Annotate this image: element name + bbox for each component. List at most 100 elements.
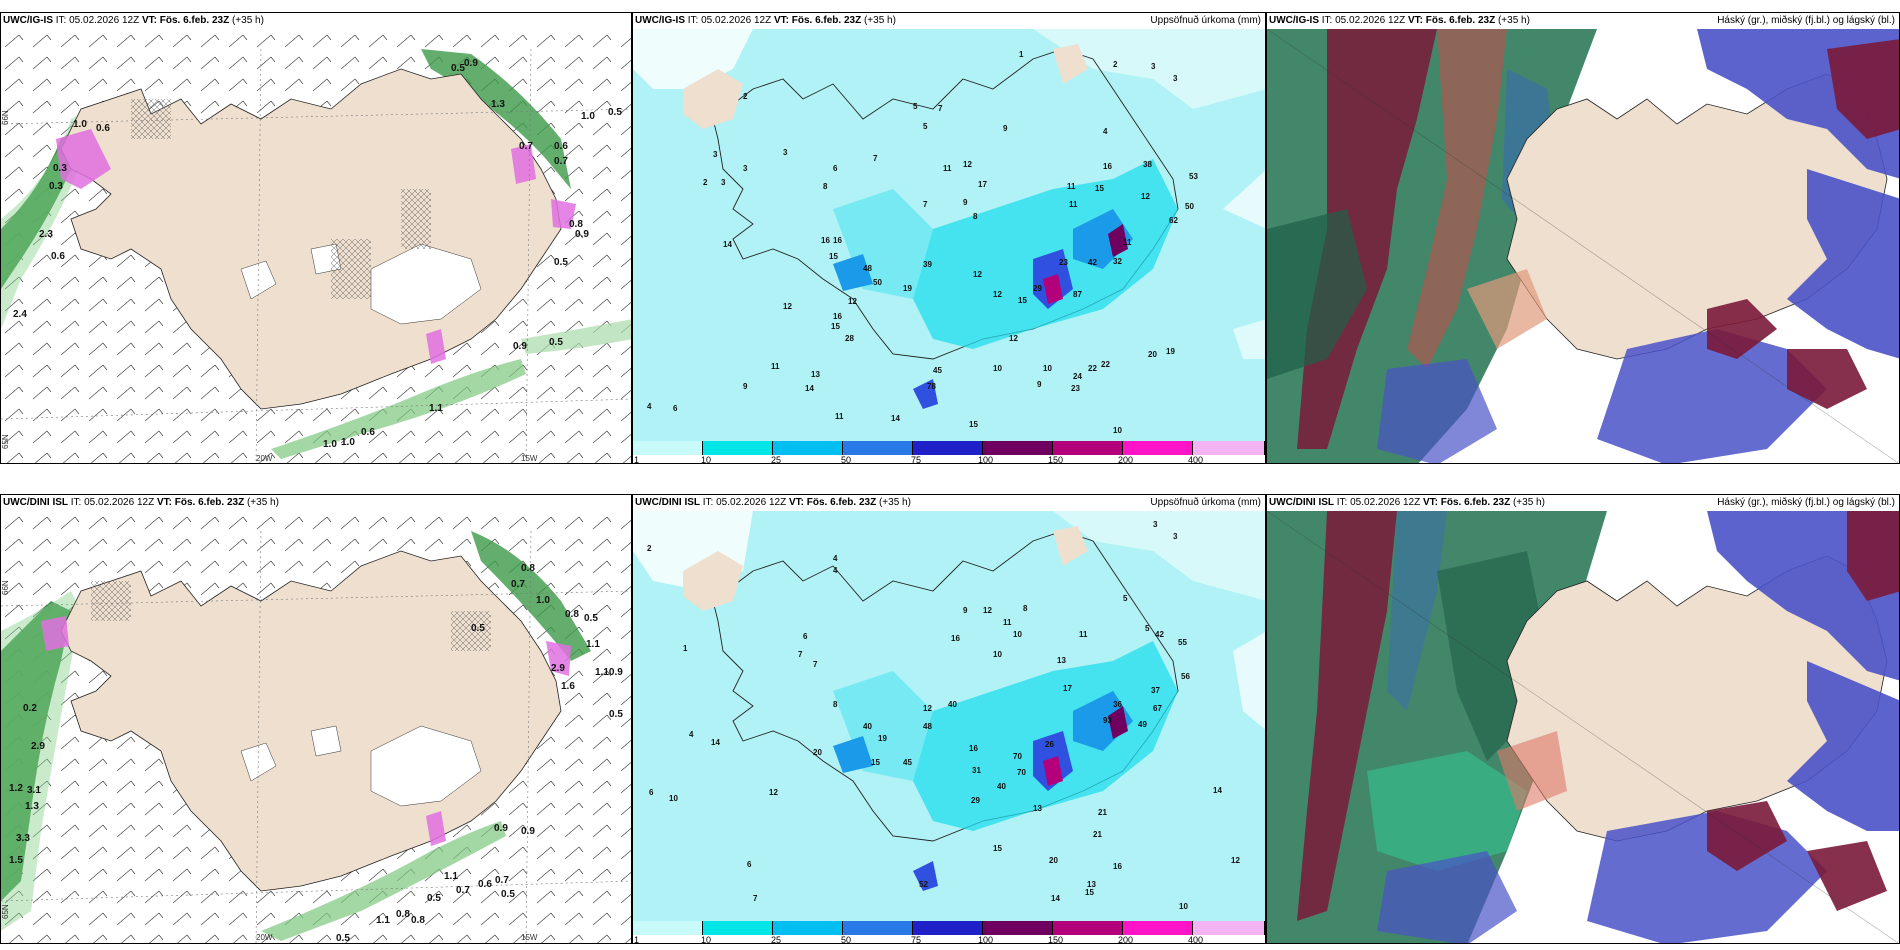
svg-text:1.1: 1.1 — [376, 915, 390, 926]
panel-title: UWC/DINI ISL IT: 05.02.2026 12Z VT: Fös.… — [1269, 497, 1545, 508]
svg-text:3.3: 3.3 — [16, 833, 30, 844]
svg-text:29: 29 — [1033, 284, 1042, 293]
svg-text:1: 1 — [1019, 50, 1024, 59]
svg-text:8: 8 — [833, 700, 838, 709]
svg-text:70: 70 — [1017, 768, 1026, 777]
colorbar-segment — [1053, 441, 1123, 455]
panel-title: UWC/IG-IS IT: 05.02.2026 12Z VT: Fös. 6.… — [1269, 15, 1530, 26]
svg-text:15: 15 — [831, 322, 840, 331]
svg-text:1.1: 1.1 — [429, 403, 443, 414]
svg-text:15: 15 — [969, 420, 978, 429]
svg-text:3: 3 — [1151, 62, 1156, 71]
panel-subtitle: Háský (gr.), miðský (fj.bl.) og lágský (… — [1717, 497, 1895, 508]
svg-text:3: 3 — [1173, 74, 1178, 83]
svg-text:16: 16 — [969, 744, 978, 753]
svg-text:14: 14 — [711, 738, 720, 747]
svg-text:2.9: 2.9 — [31, 741, 45, 752]
svg-text:17: 17 — [978, 180, 987, 189]
panel-title: UWC/DINI ISL IT: 05.02.2026 12Z VT: Fös.… — [3, 497, 279, 508]
svg-text:52: 52 — [919, 880, 928, 889]
svg-text:13: 13 — [1087, 880, 1096, 889]
svg-text:10: 10 — [1179, 902, 1188, 911]
svg-text:40: 40 — [948, 700, 957, 709]
svg-text:3: 3 — [1153, 520, 1158, 529]
svg-text:5: 5 — [913, 102, 918, 111]
lat-label: 65N — [1, 904, 10, 919]
svg-text:1.0: 1.0 — [341, 437, 355, 448]
svg-text:7: 7 — [873, 154, 878, 163]
svg-text:36: 36 — [1113, 700, 1122, 709]
panel-dini-cloud: UWC/DINI ISL IT: 05.02.2026 12Z VT: Fös.… — [1266, 494, 1900, 944]
lon-label: 20W — [256, 454, 273, 463]
svg-text:67: 67 — [1153, 704, 1162, 713]
svg-text:0.5: 0.5 — [471, 623, 485, 634]
svg-text:10: 10 — [1113, 426, 1122, 435]
svg-text:11: 11 — [1123, 238, 1132, 247]
lon-label: 15W — [521, 454, 538, 463]
svg-text:1.0: 1.0 — [581, 111, 595, 122]
svg-text:16: 16 — [951, 634, 960, 643]
svg-text:2: 2 — [703, 178, 708, 187]
colorbar-label: 100 — [978, 935, 994, 944]
svg-text:70: 70 — [1013, 752, 1022, 761]
colorbar-label: 200 — [1118, 455, 1134, 464]
svg-text:0.5: 0.5 — [427, 893, 441, 904]
svg-text:16: 16 — [833, 312, 842, 321]
svg-text:10: 10 — [1043, 364, 1052, 373]
colorbar-label: 25 — [771, 455, 782, 464]
svg-text:29: 29 — [971, 796, 980, 805]
svg-text:13: 13 — [1033, 804, 1042, 813]
colorbar-segment — [633, 441, 703, 455]
svg-text:5: 5 — [1123, 594, 1128, 603]
colorbar-label: 400 — [1188, 935, 1204, 944]
svg-text:0.6: 0.6 — [554, 141, 568, 152]
svg-text:11: 11 — [1067, 182, 1076, 191]
panel-title: UWC/IG-IS IT: 05.02.2026 12Z VT: Fös. 6.… — [3, 15, 264, 26]
svg-text:11: 11 — [1069, 200, 1078, 209]
svg-text:9: 9 — [743, 382, 748, 391]
svg-text:7: 7 — [753, 894, 758, 903]
colorbar-label: 1 — [634, 455, 640, 464]
cloud-map — [1267, 511, 1899, 943]
svg-text:17: 17 — [1063, 684, 1072, 693]
svg-text:0.6: 0.6 — [96, 123, 110, 134]
colorbar-segment — [773, 441, 843, 455]
svg-text:0.3: 0.3 — [53, 163, 67, 174]
precip-values: 3 3 2 4 4 1 8 5 9 12 11 10 5 42 55 6 7 7… — [647, 520, 1240, 911]
svg-text:9: 9 — [1037, 380, 1042, 389]
svg-text:0.5: 0.5 — [584, 613, 598, 624]
colorbar-segment — [1193, 441, 1265, 455]
svg-text:0.6: 0.6 — [51, 251, 65, 262]
wind-values: 0.8 0.7 1.0 0.8 0.5 0.5 1.1 1.10.9 2.9 1… — [9, 563, 623, 943]
svg-text:16: 16 — [1113, 862, 1122, 871]
colorbar-label: 50 — [841, 935, 852, 944]
lat-label: 65N — [1, 434, 10, 449]
svg-text:5: 5 — [1145, 624, 1150, 633]
iceland-land — [60, 550, 562, 892]
panel-subtitle: Háský (gr.), miðský (fj.bl.) og lágský (… — [1717, 15, 1895, 26]
svg-text:1.2: 1.2 — [9, 783, 23, 794]
svg-text:0.5: 0.5 — [608, 107, 622, 118]
svg-text:0.2: 0.2 — [23, 703, 37, 714]
svg-text:0.8: 0.8 — [565, 609, 579, 620]
svg-text:12: 12 — [1141, 192, 1150, 201]
svg-text:12: 12 — [963, 160, 972, 169]
svg-text:0.5: 0.5 — [549, 337, 563, 348]
svg-text:45: 45 — [933, 366, 942, 375]
colorbar-label: 100 — [978, 455, 994, 464]
svg-text:20: 20 — [1148, 350, 1157, 359]
panel-igis-precip: UWC/IG-IS IT: 05.02.2026 12Z VT: Fös. 6.… — [632, 12, 1266, 464]
svg-text:14: 14 — [891, 414, 900, 423]
svg-text:21: 21 — [1098, 808, 1107, 817]
lon-label: 20W — [256, 933, 273, 942]
panel-subtitle: Uppsöfnuð úrkoma (mm) — [1150, 15, 1261, 26]
colorbar-segment — [1123, 441, 1193, 455]
svg-text:7: 7 — [798, 650, 803, 659]
svg-text:12: 12 — [1009, 334, 1018, 343]
wind-values: 0.9 0.5 1.3 1.0 0.5 1.0 0.6 0.3 0.3 2.3 … — [13, 58, 622, 450]
svg-text:42: 42 — [1155, 630, 1164, 639]
svg-text:15: 15 — [829, 252, 838, 261]
svg-text:40: 40 — [863, 722, 872, 731]
svg-text:12: 12 — [923, 704, 932, 713]
svg-text:1.3: 1.3 — [25, 801, 39, 812]
